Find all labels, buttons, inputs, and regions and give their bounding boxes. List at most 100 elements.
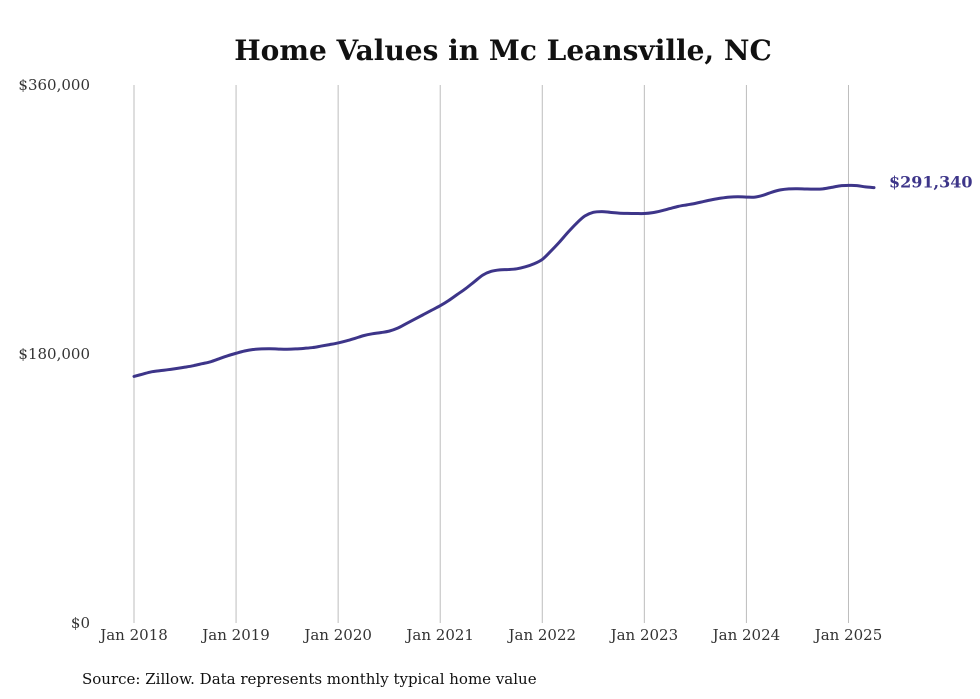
data-point <box>779 188 782 191</box>
data-point <box>473 280 476 283</box>
x-tick-label: Jan 2019 <box>200 626 270 644</box>
data-point <box>736 195 739 198</box>
data-point <box>354 337 357 340</box>
data-point <box>379 331 382 334</box>
data-point <box>753 196 756 199</box>
data-point <box>626 212 629 215</box>
y-tick-label: $360,000 <box>18 76 90 94</box>
data-point <box>532 262 535 265</box>
data-point <box>167 368 170 371</box>
x-tick-label: Jan 2018 <box>98 626 168 644</box>
x-axis-ticks: Jan 2018 Jan 2019 Jan 2020 Jan 2021 Jan 2022… <box>98 626 882 644</box>
data-point <box>787 187 790 190</box>
data-point <box>855 184 858 187</box>
data-point <box>634 212 637 215</box>
data-point <box>141 373 144 376</box>
data-point <box>694 202 697 205</box>
data-point <box>847 184 850 187</box>
data-point <box>702 200 705 203</box>
data-point <box>464 287 467 290</box>
data-point <box>762 194 765 197</box>
data-point <box>651 211 654 214</box>
data-point <box>481 274 484 277</box>
data-point <box>303 347 306 350</box>
data-point <box>175 367 178 370</box>
data-point <box>770 191 773 194</box>
data-point <box>685 203 688 206</box>
end-value-label: $291,340 <box>889 173 973 192</box>
data-point <box>362 334 365 337</box>
data-point <box>549 250 552 253</box>
data-point <box>617 212 620 215</box>
data-point <box>133 375 136 378</box>
data-point <box>328 343 331 346</box>
x-tick-label: Jan 2023 <box>609 626 679 644</box>
data-point <box>226 354 229 357</box>
y-tick-label: $0 <box>71 614 90 632</box>
data-point <box>745 196 748 199</box>
source-note: Source: Zillow. Data represents monthly … <box>82 670 537 688</box>
data-point <box>838 184 841 187</box>
x-tick-label: Jan 2021 <box>404 626 474 644</box>
data-point <box>235 352 238 355</box>
x-tick-label: Jan 2025 <box>813 626 883 644</box>
data-point <box>243 350 246 353</box>
data-point <box>252 348 255 351</box>
data-point <box>804 188 807 191</box>
data-point <box>430 309 433 312</box>
data-point <box>439 304 442 307</box>
data-point <box>184 366 187 369</box>
data-point <box>286 348 289 351</box>
data-point <box>388 330 391 333</box>
data-point <box>558 241 561 244</box>
data-point <box>320 345 323 348</box>
data-point <box>660 209 663 212</box>
data-point <box>447 299 450 302</box>
data-point <box>269 347 272 350</box>
data-point <box>209 360 212 363</box>
data-point <box>575 222 578 225</box>
data-point <box>873 186 876 189</box>
data-point <box>371 332 374 335</box>
data-point <box>668 207 671 210</box>
data-point <box>150 370 153 373</box>
series-line <box>132 183 876 378</box>
data-point <box>677 205 680 208</box>
data-point <box>201 362 204 365</box>
data-point <box>413 318 416 321</box>
x-tick-label: Jan 2022 <box>506 626 576 644</box>
data-point <box>498 268 501 271</box>
data-point <box>337 341 340 344</box>
data-point <box>456 293 459 296</box>
data-point <box>507 268 510 271</box>
data-point <box>711 198 714 201</box>
data-point <box>541 258 544 261</box>
data-point <box>345 339 348 342</box>
data-point <box>609 211 612 214</box>
data-point <box>422 313 425 316</box>
data-point <box>592 211 595 214</box>
data-point <box>728 196 731 199</box>
x-tick-label: Jan 2020 <box>302 626 372 644</box>
data-point <box>864 185 867 188</box>
data-point <box>260 347 263 350</box>
data-point <box>719 197 722 200</box>
data-point <box>643 212 646 215</box>
data-point <box>218 357 221 360</box>
data-point <box>600 210 603 213</box>
chart-title: Home Values in Mc Leansville, NC <box>234 34 772 67</box>
data-point <box>396 327 399 330</box>
data-point <box>583 215 586 218</box>
data-point <box>405 322 408 325</box>
x-tick-label: Jan 2024 <box>711 626 781 644</box>
data-point <box>294 347 297 350</box>
data-point <box>566 231 569 234</box>
data-point <box>515 267 518 270</box>
data-point <box>277 348 280 351</box>
data-point <box>158 369 161 372</box>
data-points <box>133 184 876 378</box>
data-point <box>796 187 799 190</box>
data-point <box>821 187 824 190</box>
data-point <box>813 188 816 191</box>
